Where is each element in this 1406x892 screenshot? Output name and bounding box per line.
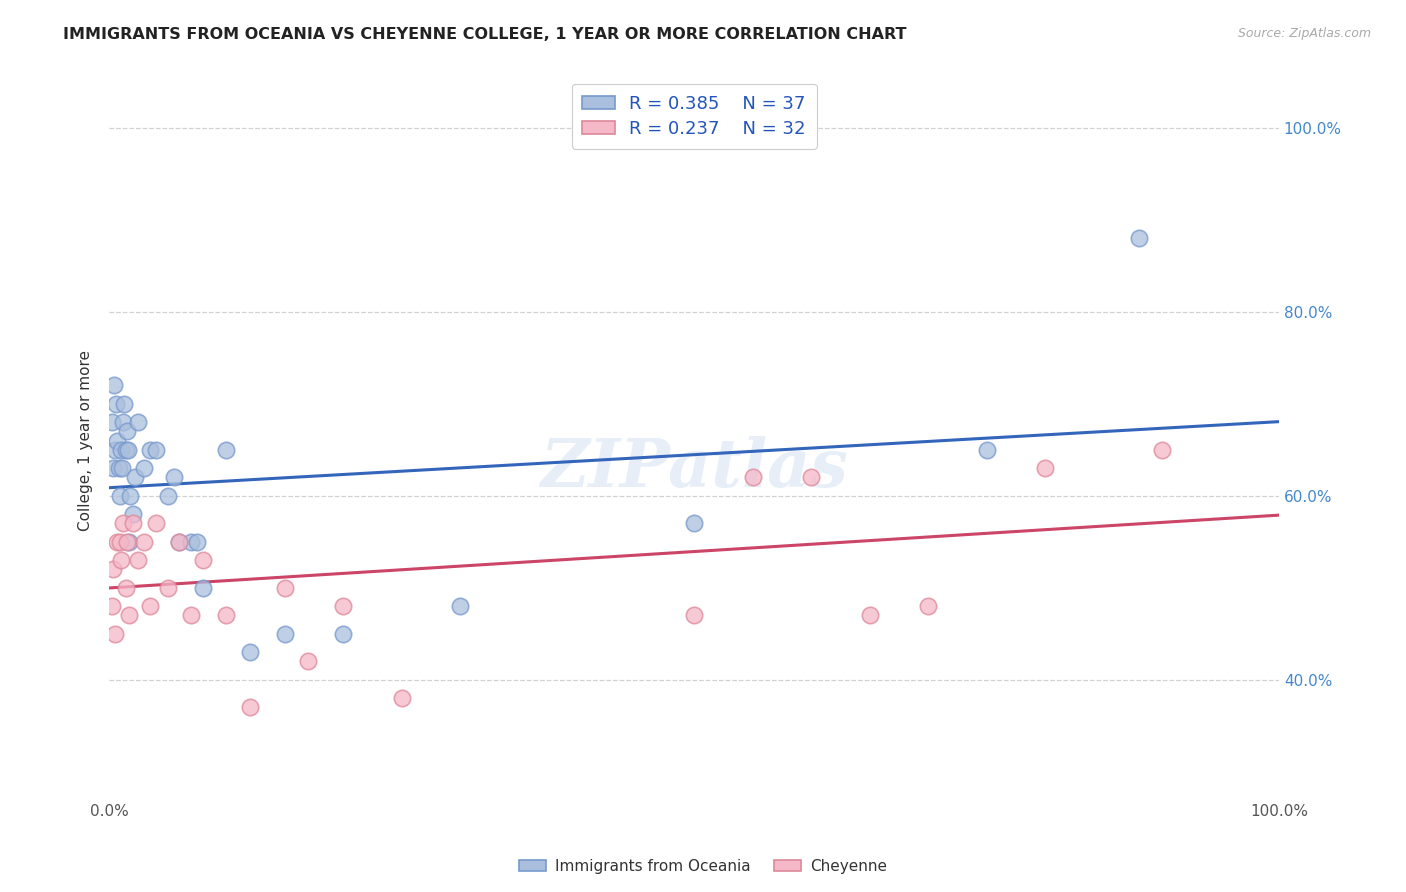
Point xyxy=(449,599,471,613)
Point xyxy=(115,425,138,439)
Point xyxy=(112,516,135,531)
Point xyxy=(101,562,124,576)
Point xyxy=(100,599,122,613)
Text: ZIPatlas: ZIPatlas xyxy=(540,435,848,500)
Point xyxy=(111,461,134,475)
Text: IMMIGRANTS FROM OCEANIA VS CHEYENNE COLLEGE, 1 YEAR OR MORE CORRELATION CHART: IMMIGRANTS FROM OCEANIA VS CHEYENNE COLL… xyxy=(63,27,907,42)
Legend: R = 0.385    N = 37, R = 0.237    N = 32: R = 0.385 N = 37, R = 0.237 N = 32 xyxy=(571,84,817,149)
Point xyxy=(169,534,191,549)
Point xyxy=(162,470,184,484)
Point xyxy=(105,397,128,411)
Point xyxy=(1150,442,1173,457)
Point xyxy=(215,442,238,457)
Point xyxy=(332,626,354,640)
Point xyxy=(114,442,136,457)
Point xyxy=(976,442,998,457)
Point xyxy=(191,553,214,567)
Point xyxy=(134,461,156,475)
Point xyxy=(101,461,124,475)
Point xyxy=(114,581,136,595)
Point xyxy=(683,608,706,623)
Point xyxy=(127,553,149,567)
Point xyxy=(239,645,262,659)
Point xyxy=(741,470,763,484)
Point xyxy=(121,507,143,521)
Text: Source: ZipAtlas.com: Source: ZipAtlas.com xyxy=(1237,27,1371,40)
Point xyxy=(104,442,127,457)
Point xyxy=(332,599,354,613)
Point xyxy=(134,534,156,549)
Point xyxy=(273,626,295,640)
Point xyxy=(683,516,706,531)
Point xyxy=(391,691,413,706)
Legend: Immigrants from Oceania, Cheyenne: Immigrants from Oceania, Cheyenne xyxy=(512,853,894,880)
Point xyxy=(858,608,880,623)
Point xyxy=(215,608,238,623)
Point xyxy=(169,534,191,549)
Point xyxy=(112,415,135,429)
Point xyxy=(186,534,208,549)
Point xyxy=(121,516,143,531)
Point xyxy=(100,415,122,429)
Point xyxy=(118,608,141,623)
Point xyxy=(156,489,179,503)
Point xyxy=(110,442,132,457)
Point xyxy=(917,599,939,613)
Point xyxy=(124,470,146,484)
Point xyxy=(107,534,129,549)
Point xyxy=(120,489,142,503)
Point xyxy=(118,534,141,549)
Point xyxy=(108,534,131,549)
Point xyxy=(115,534,138,549)
Point xyxy=(139,442,162,457)
Point xyxy=(139,599,162,613)
Point xyxy=(297,654,319,668)
Point xyxy=(145,442,167,457)
Point xyxy=(107,434,129,448)
Point xyxy=(191,581,214,595)
Point xyxy=(108,489,131,503)
Y-axis label: College, 1 year or more: College, 1 year or more xyxy=(79,350,93,531)
Point xyxy=(180,534,202,549)
Point xyxy=(180,608,202,623)
Point xyxy=(800,470,823,484)
Point xyxy=(273,581,295,595)
Point xyxy=(156,581,179,595)
Point xyxy=(104,626,127,640)
Point xyxy=(114,397,136,411)
Point xyxy=(107,461,129,475)
Point xyxy=(110,553,132,567)
Point xyxy=(145,516,167,531)
Point xyxy=(1033,461,1056,475)
Point xyxy=(239,700,262,714)
Point xyxy=(117,442,139,457)
Point xyxy=(1128,231,1150,245)
Point xyxy=(103,378,125,392)
Point xyxy=(127,415,149,429)
